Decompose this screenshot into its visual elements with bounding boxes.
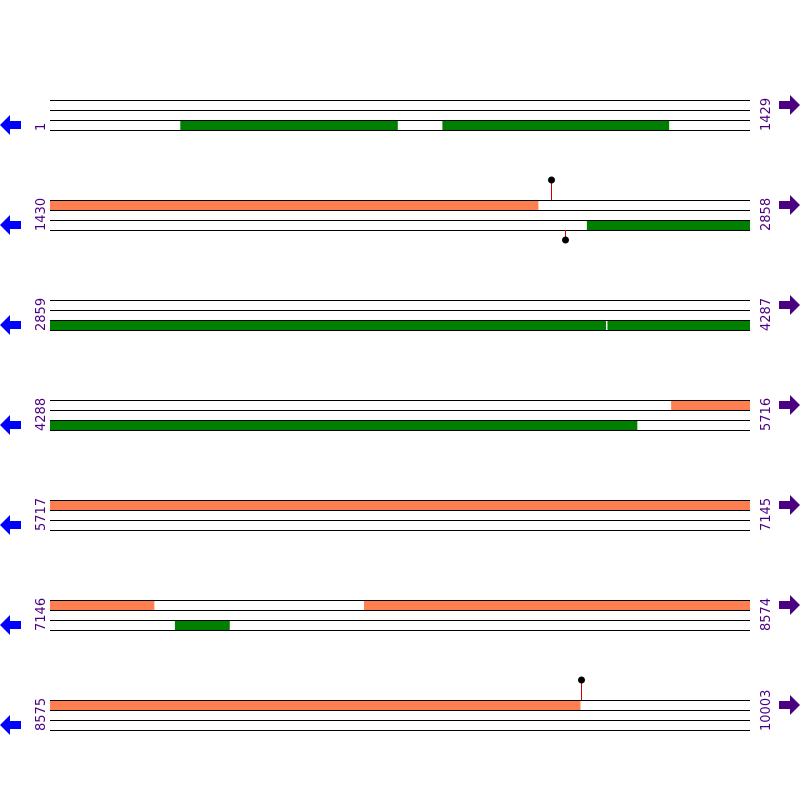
left-arrow-icon xyxy=(0,415,21,435)
right-arrow-icon xyxy=(779,495,800,515)
forward-feature xyxy=(50,700,581,710)
left-arrow-icon xyxy=(0,515,21,535)
right-arrow-icon xyxy=(779,95,800,115)
reverse-feature xyxy=(50,320,606,330)
marker-head xyxy=(578,676,585,684)
row-end-label: 7145 xyxy=(759,498,774,531)
left-arrow-icon xyxy=(0,615,21,635)
row-end-label: 8574 xyxy=(759,598,774,631)
map-row: 2859 4287 xyxy=(0,295,800,335)
right-arrow-icon xyxy=(779,195,800,215)
row-start-label: 1430 xyxy=(34,198,49,231)
map-row: 4288 5716 xyxy=(0,395,800,435)
forward-feature xyxy=(363,600,750,610)
left-arrow-icon xyxy=(0,215,21,235)
row-start-label: 8575 xyxy=(34,698,49,731)
row-end-label: 1429 xyxy=(759,98,774,131)
row-end-label: 2858 xyxy=(759,198,774,231)
forward-feature xyxy=(671,400,750,410)
row-end-label: 5716 xyxy=(759,398,774,431)
reverse-feature xyxy=(586,220,750,230)
reverse-feature xyxy=(174,620,230,630)
map-row: 5717 7145 xyxy=(0,495,800,535)
left-arrow-icon xyxy=(0,315,21,335)
reverse-feature xyxy=(442,120,670,130)
left-arrow-icon xyxy=(0,715,21,735)
left-arrow-icon xyxy=(0,115,21,135)
forward-feature xyxy=(50,200,539,210)
row-start-label: 2859 xyxy=(34,298,49,331)
map-row: 1 1429 xyxy=(0,95,800,135)
reverse-feature xyxy=(180,120,398,130)
reverse-feature xyxy=(607,320,750,330)
marker-head xyxy=(548,176,555,184)
map-row: 7146 8574 xyxy=(0,595,800,635)
right-arrow-icon xyxy=(779,595,800,615)
map-row: 1430 2858 xyxy=(0,176,800,244)
right-arrow-icon xyxy=(779,295,800,315)
marker-head xyxy=(562,236,569,244)
row-start-label: 5717 xyxy=(34,498,49,531)
row-end-label: 4287 xyxy=(759,298,774,331)
row-start-label: 7146 xyxy=(34,598,49,631)
row-start-label: 4288 xyxy=(34,398,49,431)
row-end-label: 10003 xyxy=(759,690,774,731)
right-arrow-icon xyxy=(779,395,800,415)
forward-feature xyxy=(50,500,750,510)
forward-feature xyxy=(50,600,155,610)
map-row: 8575 10003 xyxy=(0,676,800,735)
reverse-feature xyxy=(50,420,638,430)
right-arrow-icon xyxy=(779,695,800,715)
row-start-label: 1 xyxy=(34,123,49,131)
